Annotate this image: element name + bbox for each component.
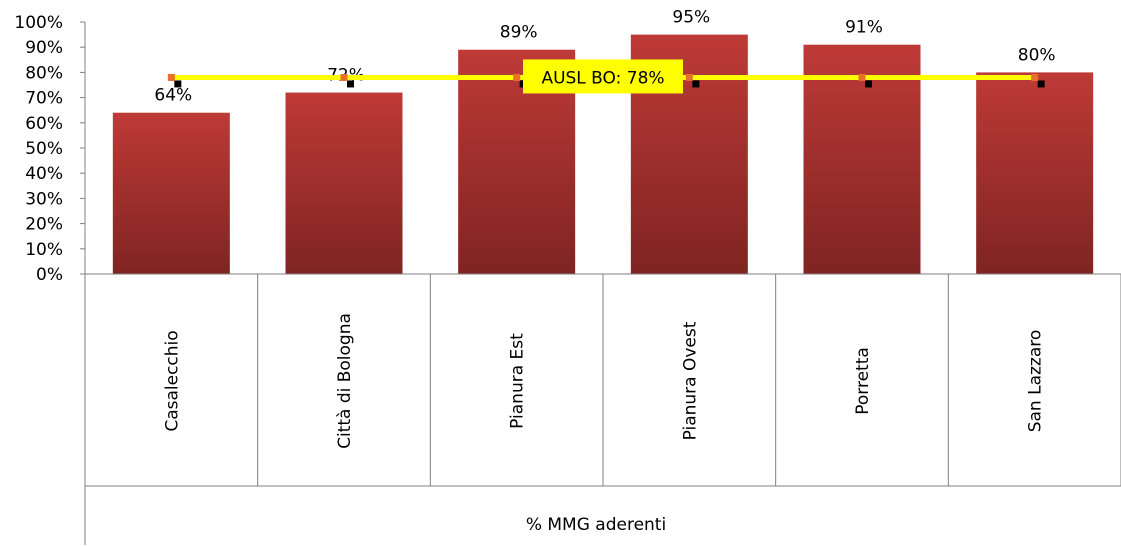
value-labels: 64%72%89%95%91%80% [154, 8, 1055, 106]
y-tick-label: 60% [25, 114, 63, 134]
y-tick-label: 40% [25, 164, 63, 184]
y-tick-label: 50% [25, 139, 63, 159]
category-label: Pianura Est [508, 333, 528, 429]
y-tick-label: 90% [25, 38, 63, 58]
y-tick-label: 80% [25, 63, 63, 83]
reference-marker [685, 73, 693, 81]
y-tick-label: 100% [14, 13, 63, 33]
reference-marker-shadow [692, 80, 700, 88]
reference-marker-shadow [865, 80, 872, 88]
y-tick-label: 20% [25, 215, 63, 235]
reference-label-box [523, 59, 683, 94]
bar-value-label: 95% [672, 8, 710, 28]
reference-marker-shadow [174, 80, 182, 88]
reference-marker [167, 73, 175, 81]
category-label: Porretta [853, 347, 873, 415]
category-label: Casalecchio [162, 330, 182, 431]
bar-value-label: 89% [500, 23, 538, 43]
reference-label: AUSL BO: 78% [541, 68, 664, 88]
bar-value-label: 91% [845, 18, 883, 38]
x-axis-title: % MMG aderenti [526, 515, 666, 535]
bars [112, 34, 1094, 275]
y-axis: 0% 10% 20% 30% 40% 50% 60% 70% 80% 90% 100% [14, 13, 86, 545]
bar-value-label: 64% [154, 86, 192, 106]
bar [976, 72, 1094, 275]
reference-marker [1031, 73, 1039, 81]
reference-marker [513, 73, 521, 81]
category-label: Città di Bologna [335, 313, 355, 449]
y-tick-label: 30% [25, 189, 63, 209]
reference-marker-shadow [1037, 80, 1045, 88]
y-tick-label: 10% [25, 240, 63, 260]
y-tick-label: 70% [25, 89, 63, 109]
reference-marker-shadow [347, 80, 354, 88]
bar [285, 92, 403, 274]
reference-marker [340, 73, 348, 81]
reference-marker [858, 73, 866, 81]
category-label: San Lazzaro [1026, 330, 1046, 433]
x-axis: Casalecchio Città di Bologna Pianura Est Pi… [85, 273, 1121, 487]
bar [803, 44, 921, 275]
bar-value-label: 80% [1018, 45, 1056, 65]
reference-line: AUSL BO: 78% [167, 59, 1045, 94]
category-label: Pianura Ovest [680, 321, 700, 440]
bar [112, 112, 230, 274]
y-tick-label: 0% [36, 265, 63, 285]
